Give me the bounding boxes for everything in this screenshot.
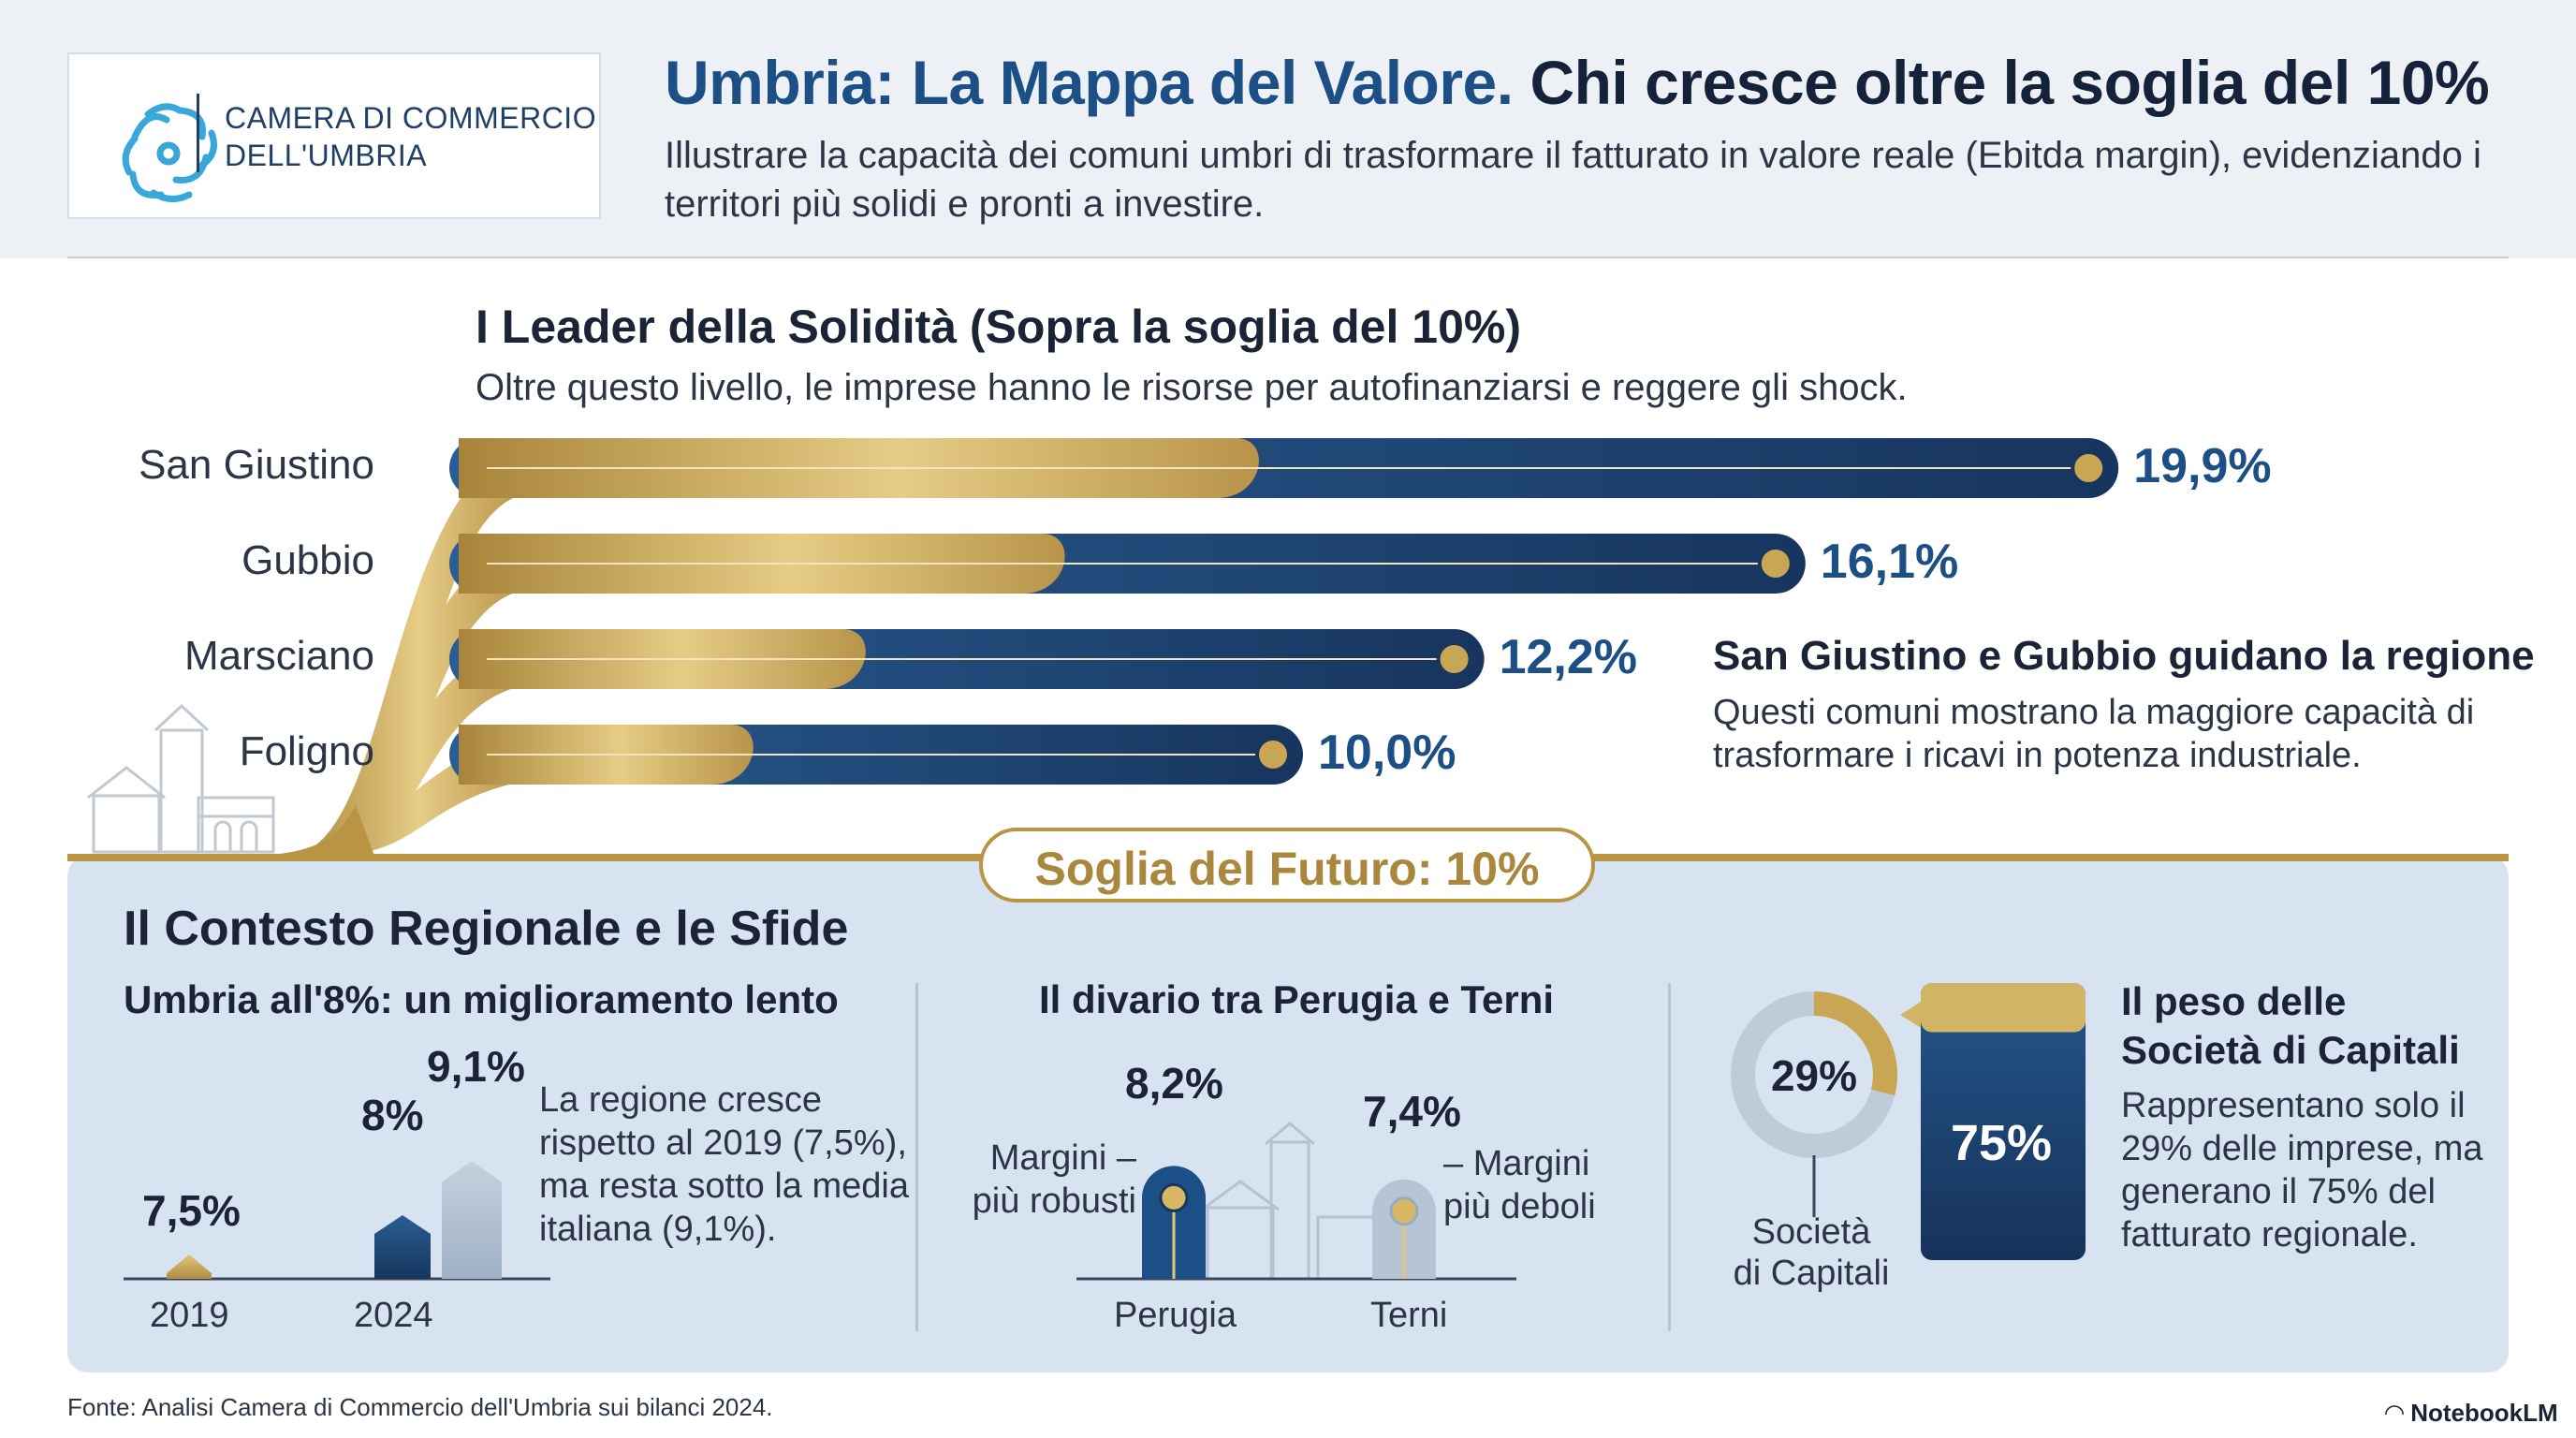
- capital-share-box: [1921, 983, 2086, 1260]
- donut-share: [1731, 991, 1897, 1158]
- col3-title: Il peso delle Società di Capitali: [2121, 977, 2460, 1075]
- leader-bar-marsciano: [290, 629, 1485, 856]
- col1-year-2024: 2024: [354, 1296, 433, 1335]
- col2-city-terni: Terni: [1370, 1296, 1448, 1335]
- col1-title: Umbria all'8%: un miglioramento lento: [124, 977, 839, 1021]
- leader-city-label: Gubbio: [242, 537, 374, 583]
- col2-left-note: Margini – più robusti: [940, 1137, 1136, 1223]
- leader-bar-dot: [1436, 641, 1472, 677]
- col2-label-terni: 7,4%: [1363, 1087, 1461, 1136]
- lollipop-terni: [1372, 1179, 1436, 1279]
- lollipop-perugia: [1142, 1166, 1206, 1279]
- leader-value-label: 19,9%: [2133, 439, 2272, 493]
- capital-share-pointer: [1900, 1002, 1921, 1028]
- threshold-pill: Soglia del Futuro: 10%: [979, 828, 1595, 902]
- logo-box: CAMERA DI COMMERCIO DELL'UMBRIA: [67, 52, 601, 219]
- logo-emblem-icon: [122, 103, 217, 202]
- brand-mark: ◠ NotebookLM: [2385, 1399, 2558, 1428]
- source-note: Fonte: Analisi Camera di Commercio dell'…: [67, 1393, 773, 1421]
- donut-label: 29%: [1770, 1051, 1858, 1100]
- leader-bar-dot: [2071, 450, 2107, 486]
- logo-divider: [197, 94, 199, 172]
- capital-share-label: 75%: [1950, 1115, 2053, 1171]
- callout-title: San Giustino e Gubbio guidano la regione: [1713, 633, 2535, 679]
- col1-chart: [124, 1161, 550, 1281]
- capital-share-top: [1921, 983, 2086, 1033]
- col2-right-note-line1: – Margini: [1443, 1144, 1590, 1183]
- context-title: Il Contesto Regionale e le Sfide: [124, 902, 849, 956]
- callout-text: Questi comuni mostrano la maggiore capac…: [1713, 693, 2475, 775]
- context-panel: [67, 856, 2509, 1372]
- leaders-chart: [87, 438, 2119, 856]
- leader-bar-gubbio: [290, 534, 1806, 856]
- lollipop-dot: [1389, 1196, 1419, 1226]
- donut-caption: Società di Capitali: [1722, 1211, 1900, 1294]
- title-part-2: Chi cresce oltre la soglia del 10%: [1530, 48, 2490, 117]
- bar-2024: [374, 1215, 431, 1279]
- col3-title-line1: Il peso delle: [2121, 979, 2347, 1023]
- page-title: Umbria: La Mappa del Valore. Chi cresce …: [665, 47, 2490, 118]
- logo-line-2: DELL'UMBRIA: [225, 139, 428, 172]
- donut-caption-line2: di Capitali: [1733, 1254, 1890, 1293]
- brand-label: NotebookLM: [2410, 1399, 2558, 1427]
- col1-text: La regione cresce rispetto al 2019 (7,5%…: [539, 1080, 909, 1249]
- col1-year-2019: 2019: [150, 1296, 229, 1335]
- col1-label-2019: 7,5%: [142, 1186, 241, 1235]
- col3-text: Rappresentano solo il 29% delle imprese,…: [2121, 1086, 2483, 1255]
- logo-text: CAMERA DI COMMERCIO DELL'UMBRIA: [225, 99, 596, 174]
- col3-chart: [1731, 983, 2086, 1260]
- page-subtitle: Illustrare la capacità dei comuni umbri …: [665, 135, 2481, 225]
- town-silhouette-icon: [87, 703, 275, 854]
- notebooklm-icon: ◠: [2385, 1399, 2411, 1427]
- leader-value-label: 16,1%: [1820, 535, 1959, 589]
- leader-bar-san-giustino: [290, 438, 2119, 856]
- col1-label-2024: 8%: [361, 1091, 424, 1139]
- leader-value-label: 10,0%: [1318, 726, 1456, 780]
- col2-right-note: – Margini più deboli: [1443, 1142, 1659, 1228]
- title-part-1: Umbria: La Mappa del Valore.: [665, 48, 1514, 117]
- col2-city-perugia: Perugia: [1114, 1296, 1237, 1335]
- leaders-title: I Leader della Solidità (Sopra la soglia…: [476, 301, 1521, 353]
- col2-chart: [1076, 1122, 1516, 1281]
- lollipop-dot: [1159, 1182, 1189, 1212]
- ribbon-base: [253, 805, 374, 856]
- donut-caption-line1: Società: [1751, 1212, 1871, 1252]
- column-divider-1: [915, 983, 918, 1331]
- bar-italy-average: [442, 1161, 502, 1279]
- leader-bar-foligno: [290, 725, 1303, 856]
- leader-ribbon: [290, 537, 524, 856]
- leader-city-label: Foligno: [239, 728, 374, 774]
- leaders-subtitle: Oltre questo livello, le imprese hanno l…: [476, 367, 1908, 408]
- leader-city-label: Marsciano: [184, 633, 374, 679]
- col3-title-line2: Società di Capitali: [2121, 1028, 2460, 1072]
- header-divider: [67, 257, 2509, 258]
- leader-city-label: San Giustino: [139, 442, 374, 488]
- col2-town-icon: [1201, 1122, 1395, 1281]
- col2-right-note-line2: più deboli: [1443, 1187, 1596, 1226]
- logo-line-1: CAMERA DI COMMERCIO: [225, 101, 597, 135]
- leader-bar-dot: [1255, 737, 1291, 772]
- bar-2019: [167, 1255, 212, 1279]
- col2-title: Il divario tra Perugia e Terni: [1039, 977, 1555, 1021]
- col2-left-note-line2: più robusti: [972, 1181, 1136, 1221]
- leader-bar-dot: [1757, 546, 1793, 581]
- col2-left-note-line1: Margini –: [989, 1138, 1136, 1178]
- col1-label-italy: 9,1%: [427, 1042, 525, 1091]
- col2-label-perugia: 8,2%: [1125, 1059, 1223, 1108]
- column-divider-2: [1668, 983, 1671, 1331]
- leader-value-label: 12,2%: [1499, 630, 1638, 684]
